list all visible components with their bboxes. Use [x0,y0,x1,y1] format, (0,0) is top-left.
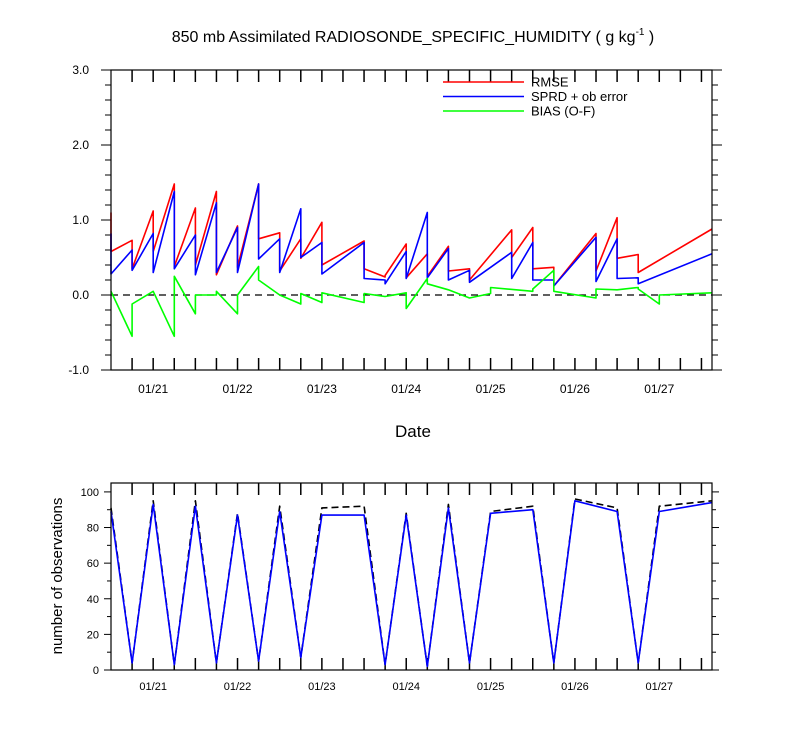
x-tick-label: 01/24 [391,382,421,396]
x-tick-label: 01/21 [138,382,168,396]
x-tick-label: 01/25 [477,681,505,693]
bottom-series-group [110,498,713,668]
x-tick-label: 01/22 [224,681,252,693]
x-tick-label: 01/23 [308,681,336,693]
series-line-used [110,499,713,668]
legend-label: RMSE [531,75,569,90]
x-tick-label: 01/21 [139,681,167,693]
top-xlabel: Date [395,422,431,441]
x-tick-label: 01/27 [644,382,674,396]
legend-label: BIAS (O-F) [531,104,595,119]
x-tick-label: 01/25 [476,382,506,396]
series-line-rmse [110,183,713,287]
y-tick-label: 60 [87,558,99,570]
x-tick-label: 01/27 [646,681,674,693]
y-tick-label: 20 [87,629,99,641]
top-axes: 01/21 01/22 01/23 01/24 01/25 01/26 01/27 -1.0 0… [68,63,722,396]
y-tick-label: 40 [87,594,99,606]
series-line-possible [110,498,713,668]
bottom-ylabel: number of observations [49,498,66,655]
y-tick-label: 3.0 [72,63,89,77]
series-line-bias-o-f [110,265,713,338]
top-panel: 850 mb Assimilated RADIOSONDE_SPECIFIC_H… [68,27,722,441]
title-superscript: -1 [636,27,645,38]
title-suffix: ) [644,29,654,46]
legend-label: SPRD + ob error [531,89,628,104]
x-tick-label: 01/24 [392,681,420,693]
bottom-axes: 01/21 01/22 01/23 01/24 01/25 01/26 01/27 0 20 40… [81,483,719,693]
x-tick-label: 01/26 [561,681,589,693]
y-tick-label: 0 [93,665,99,677]
y-tick-label: 2.0 [72,138,89,152]
y-tick-label: 1.0 [72,213,89,227]
title-main: 850 mb Assimilated RADIOSONDE_SPECIFIC_H… [172,29,636,46]
x-tick-label: 01/23 [307,382,337,396]
bottom-panel: 01/21 01/22 01/23 01/24 01/25 01/26 01/27 0 20 40… [49,482,719,693]
chart-title: 850 mb Assimilated RADIOSONDE_SPECIFIC_H… [172,27,655,46]
x-tick-label: 01/22 [223,382,253,396]
y-tick-label: 100 [81,487,99,499]
top-plot-frame [110,69,713,371]
bottom-plot-frame [110,482,713,671]
x-tick-label: 01/26 [560,382,590,396]
y-tick-label: -1.0 [68,363,89,377]
y-tick-label: 0.0 [72,288,89,302]
top-series-group [110,183,713,338]
y-tick-label: 80 [87,523,99,535]
